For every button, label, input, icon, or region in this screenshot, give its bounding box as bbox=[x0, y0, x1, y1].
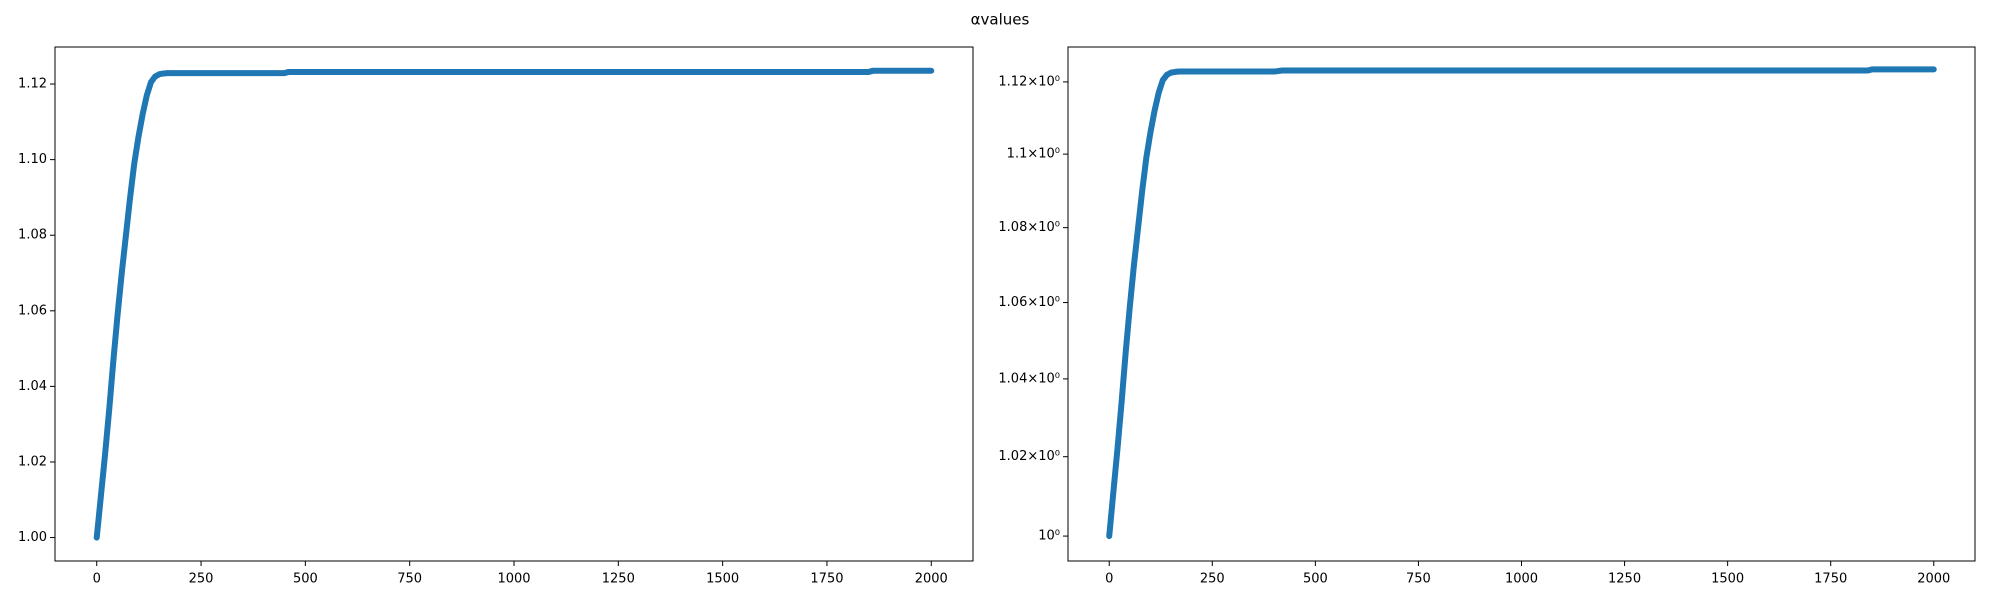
axes-frame bbox=[54, 46, 974, 562]
y-tick-label: 1.02 bbox=[18, 454, 47, 469]
y-tick-label: 1.00 bbox=[18, 530, 47, 545]
y-tick-label: 1.08 bbox=[18, 228, 47, 243]
x-tick-label: 2000 bbox=[915, 572, 948, 587]
y-tick-label: 1.10 bbox=[18, 152, 47, 167]
x-tick-label: 1750 bbox=[810, 572, 843, 587]
y-tick-label: 1.04×10⁰ bbox=[998, 371, 1060, 386]
x-tick-label: 1750 bbox=[1814, 572, 1847, 587]
x-tick-label: 1000 bbox=[1505, 572, 1538, 587]
y-tick-label: 10⁰ bbox=[1038, 529, 1060, 544]
y-tick-label: 1.06 bbox=[18, 303, 47, 318]
x-tick-label: 250 bbox=[189, 572, 214, 587]
x-tick-label: 1500 bbox=[1711, 572, 1744, 587]
x-tick-label: 1250 bbox=[1608, 572, 1641, 587]
y-tick-label: 1.12 bbox=[18, 77, 47, 92]
figure-title: αvalues bbox=[971, 11, 1030, 29]
x-tick-label: 1500 bbox=[706, 572, 739, 587]
y-tick-label: 1.08×10⁰ bbox=[998, 220, 1060, 235]
data-line bbox=[1106, 66, 1937, 540]
x-tick-label: 250 bbox=[1200, 572, 1225, 587]
x-tick-label: 2000 bbox=[1917, 572, 1950, 587]
axes-frame bbox=[1067, 46, 1976, 562]
x-tick-label: 750 bbox=[397, 572, 422, 587]
y-tick-label: 1.06×10⁰ bbox=[998, 295, 1060, 310]
x-tick-label: 0 bbox=[1105, 572, 1113, 587]
x-tick-label: 1250 bbox=[602, 572, 635, 587]
x-tick-label: 500 bbox=[1303, 572, 1328, 587]
data-line bbox=[93, 67, 935, 541]
x-tick-label: 0 bbox=[93, 572, 101, 587]
x-tick-label: 1000 bbox=[497, 572, 530, 587]
y-tick-label: 1.12×10⁰ bbox=[998, 74, 1060, 89]
y-tick-label: 1.1×10⁰ bbox=[1007, 147, 1060, 162]
x-tick-label: 750 bbox=[1406, 572, 1431, 587]
y-tick-label: 1.02×10⁰ bbox=[998, 449, 1060, 464]
y-tick-label: 1.04 bbox=[18, 379, 47, 394]
x-tick-label: 500 bbox=[293, 572, 318, 587]
